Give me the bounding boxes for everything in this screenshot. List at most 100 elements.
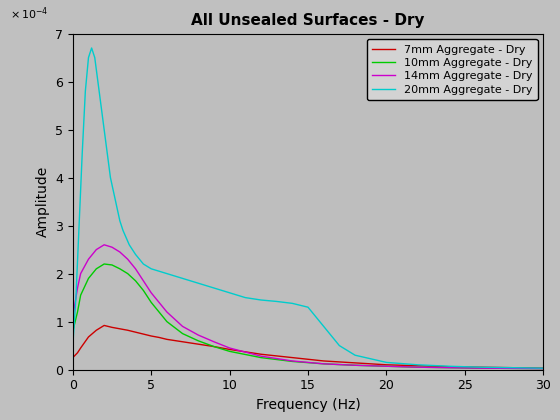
14mm Aggregate - Dry (93, 247, 100, 252)
10mm Aggregate - Dry (74, 310, 81, 315)
7mm Aggregate - Dry (226, 347, 233, 352)
20mm Aggregate - Dry (218, 288, 225, 293)
14mm Aggregate - Dry (85, 257, 92, 262)
7mm Aggregate - Dry (85, 334, 92, 339)
20mm Aggregate - Dry (104, 151, 111, 156)
20mm Aggregate - Dry (120, 228, 127, 233)
20mm Aggregate - Dry (336, 343, 343, 348)
10mm Aggregate - Dry (109, 262, 115, 268)
20mm Aggregate - Dry (446, 364, 452, 369)
20mm Aggregate - Dry (97, 103, 104, 108)
7mm Aggregate - Dry (116, 326, 123, 331)
14mm Aggregate - Dry (132, 266, 139, 271)
14mm Aggregate - Dry (116, 249, 123, 255)
7mm Aggregate - Dry (195, 341, 202, 346)
10mm Aggregate - Dry (258, 355, 264, 360)
7mm Aggregate - Dry (414, 363, 421, 368)
7mm Aggregate - Dry (477, 365, 484, 370)
Line: 7mm Aggregate - Dry: 7mm Aggregate - Dry (73, 326, 543, 368)
20mm Aggregate - Dry (129, 247, 136, 252)
10mm Aggregate - Dry (446, 365, 452, 370)
20mm Aggregate - Dry (69, 343, 76, 348)
20mm Aggregate - Dry (203, 283, 209, 288)
7mm Aggregate - Dry (540, 366, 547, 371)
10mm Aggregate - Dry (211, 344, 217, 349)
10mm Aggregate - Dry (124, 271, 131, 276)
20mm Aggregate - Dry (148, 266, 155, 271)
14mm Aggregate - Dry (124, 257, 131, 262)
14mm Aggregate - Dry (148, 290, 155, 295)
20mm Aggregate - Dry (76, 223, 82, 228)
20mm Aggregate - Dry (226, 290, 233, 295)
10mm Aggregate - Dry (226, 349, 233, 354)
7mm Aggregate - Dry (164, 337, 170, 342)
7mm Aggregate - Dry (508, 365, 515, 370)
Legend: 7mm Aggregate - Dry, 10mm Aggregate - Dry, 14mm Aggregate - Dry, 20mm Aggregate : 7mm Aggregate - Dry, 10mm Aggregate - Dr… (367, 39, 538, 100)
14mm Aggregate - Dry (352, 363, 358, 368)
7mm Aggregate - Dry (179, 339, 186, 344)
7mm Aggregate - Dry (77, 346, 84, 351)
X-axis label: Frequency (Hz): Frequency (Hz) (255, 398, 361, 412)
10mm Aggregate - Dry (414, 365, 421, 370)
20mm Aggregate - Dry (242, 295, 249, 300)
20mm Aggregate - Dry (273, 299, 280, 304)
7mm Aggregate - Dry (258, 352, 264, 357)
20mm Aggregate - Dry (156, 269, 162, 274)
20mm Aggregate - Dry (187, 278, 194, 284)
20mm Aggregate - Dry (540, 366, 547, 371)
Line: 14mm Aggregate - Dry: 14mm Aggregate - Dry (73, 245, 543, 369)
20mm Aggregate - Dry (320, 324, 327, 329)
10mm Aggregate - Dry (164, 319, 170, 324)
10mm Aggregate - Dry (352, 363, 358, 368)
10mm Aggregate - Dry (140, 288, 147, 293)
10mm Aggregate - Dry (289, 359, 296, 364)
14mm Aggregate - Dry (164, 310, 170, 315)
20mm Aggregate - Dry (95, 79, 101, 84)
14mm Aggregate - Dry (258, 354, 264, 359)
10mm Aggregate - Dry (132, 278, 139, 284)
10mm Aggregate - Dry (101, 262, 108, 267)
Line: 20mm Aggregate - Dry: 20mm Aggregate - Dry (73, 48, 543, 368)
14mm Aggregate - Dry (320, 361, 327, 366)
20mm Aggregate - Dry (107, 175, 114, 180)
20mm Aggregate - Dry (352, 353, 358, 358)
7mm Aggregate - Dry (93, 328, 100, 333)
14mm Aggregate - Dry (540, 366, 547, 371)
7mm Aggregate - Dry (148, 333, 155, 339)
20mm Aggregate - Dry (82, 89, 88, 94)
14mm Aggregate - Dry (74, 286, 81, 291)
10mm Aggregate - Dry (508, 366, 515, 371)
10mm Aggregate - Dry (179, 331, 186, 336)
20mm Aggregate - Dry (110, 189, 117, 194)
7mm Aggregate - Dry (124, 328, 131, 333)
14mm Aggregate - Dry (156, 300, 162, 305)
7mm Aggregate - Dry (446, 364, 452, 369)
10mm Aggregate - Dry (383, 364, 390, 369)
20mm Aggregate - Dry (116, 218, 123, 223)
20mm Aggregate - Dry (126, 242, 133, 247)
20mm Aggregate - Dry (164, 271, 170, 276)
20mm Aggregate - Dry (258, 297, 264, 302)
14mm Aggregate - Dry (195, 333, 202, 338)
20mm Aggregate - Dry (179, 276, 186, 281)
7mm Aggregate - Dry (289, 355, 296, 360)
20mm Aggregate - Dry (101, 127, 108, 132)
20mm Aggregate - Dry (79, 151, 86, 156)
10mm Aggregate - Dry (195, 338, 202, 343)
20mm Aggregate - Dry (91, 55, 98, 60)
7mm Aggregate - Dry (132, 330, 139, 335)
14mm Aggregate - Dry (77, 271, 84, 276)
7mm Aggregate - Dry (74, 350, 81, 355)
7mm Aggregate - Dry (109, 325, 115, 330)
20mm Aggregate - Dry (113, 204, 120, 209)
20mm Aggregate - Dry (305, 304, 311, 310)
20mm Aggregate - Dry (211, 286, 217, 291)
14mm Aggregate - Dry (383, 364, 390, 369)
7mm Aggregate - Dry (320, 358, 327, 363)
20mm Aggregate - Dry (289, 301, 296, 306)
14mm Aggregate - Dry (414, 365, 421, 370)
7mm Aggregate - Dry (352, 360, 358, 365)
20mm Aggregate - Dry (140, 262, 147, 267)
10mm Aggregate - Dry (148, 300, 155, 305)
10mm Aggregate - Dry (93, 266, 100, 271)
